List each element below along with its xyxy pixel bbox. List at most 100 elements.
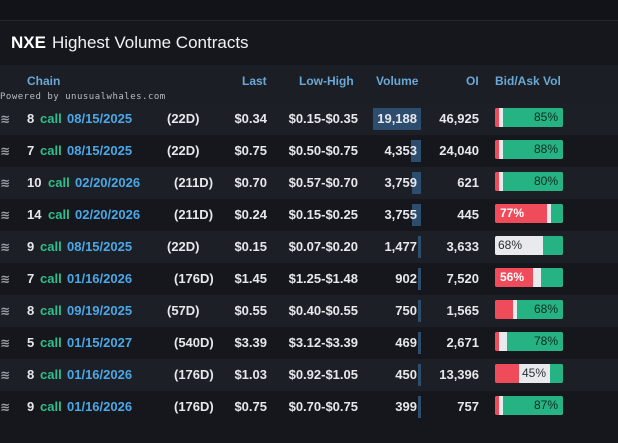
flow-wave-icon: ≋ <box>0 112 11 126</box>
bid-ask-percent: 68% <box>533 302 558 316</box>
last-price: $0.75 <box>234 143 267 158</box>
bid-ask-volume-bar: 68% <box>495 236 563 255</box>
expiry-date-link[interactable]: 02/20/2026 <box>75 175 141 190</box>
low-high-range: $0.92-$1.05 <box>288 367 358 382</box>
volume-bar <box>418 396 421 418</box>
bid-ask-percent: 80% <box>533 174 558 188</box>
bid-ask-volume-bar: 78% <box>495 332 563 351</box>
bid-segment <box>495 268 533 287</box>
table-row[interactable]: ≋ 10 call 02/20/2026 (211D) $0.70 $0.57-$0.70 3… <box>0 167 618 199</box>
column-header-low-high[interactable]: Low-High <box>299 74 354 88</box>
bid-ask-volume-bar: 80% <box>495 172 563 191</box>
expiry-date-link[interactable]: 08/15/2025 <box>67 111 133 126</box>
table-row[interactable]: ≋ 14 call 02/20/2026 (211D) $0.24 $0.15-$0.25 3… <box>0 199 618 231</box>
expiry-date-link[interactable]: 01/15/2027 <box>67 335 133 350</box>
contract-quantity: 14 <box>27 207 42 222</box>
bid-segment <box>495 364 519 383</box>
mid-segment <box>547 204 551 223</box>
top-toolbar <box>0 0 618 21</box>
table-row[interactable]: ≋ 8 call 08/15/2025 (22D) $0.34 $0.15-$0.35 19,… <box>0 103 618 135</box>
contract-quantity: 7 <box>27 271 35 286</box>
last-price: $0.55 <box>234 303 267 318</box>
flow-wave-icon: ≋ <box>0 208 11 222</box>
days-to-expiry: (176D) <box>174 367 214 382</box>
mid-segment <box>499 140 503 159</box>
bid-segment <box>495 204 547 223</box>
option-type: call <box>40 399 62 414</box>
table-row[interactable]: ≋ 7 call 01/16/2026 (176D) $1.45 $1.25-$1.48 90… <box>0 263 618 295</box>
column-header-bid-ask-vol[interactable]: Bid/Ask Vol <box>495 74 561 88</box>
table-row[interactable]: ≋ 8 call 01/16/2026 (176D) $1.03 $0.92-$1.05 45… <box>0 359 618 391</box>
mid-segment <box>495 236 543 255</box>
volume-bar <box>412 172 421 194</box>
contract-quantity: 8 <box>27 111 35 126</box>
flow-wave-icon: ≋ <box>0 336 11 350</box>
volume-cell: 3,759 <box>373 172 421 194</box>
open-interest: 3,633 <box>446 239 479 254</box>
ask-segment <box>543 236 563 255</box>
last-price: $1.45 <box>234 271 267 286</box>
flow-wave-icon: ≋ <box>0 400 11 414</box>
bid-ask-volume-bar: 56% <box>495 268 563 287</box>
mid-segment <box>499 172 503 191</box>
column-header-volume[interactable]: Volume <box>376 74 419 88</box>
table-row[interactable]: ≋ 9 call 01/16/2026 (176D) $0.75 $0.70-$0.75 39… <box>0 391 618 423</box>
volume-cell: 902 <box>373 268 421 290</box>
option-type: call <box>48 207 70 222</box>
days-to-expiry: (22D) <box>167 239 200 254</box>
column-header-chain[interactable]: Chain <box>27 74 61 88</box>
bid-ask-percent: 68% <box>498 238 523 252</box>
expiry-date-link[interactable]: 08/15/2025 <box>67 143 133 158</box>
low-high-range: $0.50-$0.75 <box>288 143 358 158</box>
volume-cell: 450 <box>373 364 421 386</box>
table-row[interactable]: ≋ 9 call 08/15/2025 (22D) $0.15 $0.07-$0.20 1,4… <box>0 231 618 263</box>
volume-bar <box>418 332 421 354</box>
days-to-expiry: (211D) <box>174 207 214 222</box>
last-price: $0.75 <box>234 399 267 414</box>
expiry-date-link[interactable]: 09/19/2025 <box>67 303 133 318</box>
bid-ask-percent: 56% <box>500 270 525 284</box>
mid-segment <box>513 300 517 319</box>
contract-quantity: 8 <box>27 303 35 318</box>
open-interest: 7,520 <box>446 271 479 286</box>
expiry-date-link[interactable]: 02/20/2026 <box>75 207 141 222</box>
bid-segment <box>495 300 513 319</box>
open-interest: 621 <box>457 175 479 190</box>
volume-value: 399 <box>395 399 417 414</box>
table-row[interactable]: ≋ 8 call 09/19/2025 (57D) $0.55 $0.40-$0.55 750… <box>0 295 618 327</box>
powered-by-watermark: Powered by unusualwhales.com <box>0 92 166 102</box>
bid-ask-percent: 85% <box>533 110 558 124</box>
expiry-date-link[interactable]: 01/16/2026 <box>67 399 133 414</box>
contract-quantity: 10 <box>27 175 42 190</box>
days-to-expiry: (176D) <box>174 271 214 286</box>
volume-value: 750 <box>395 303 417 318</box>
volume-bar <box>418 300 421 322</box>
option-type: call <box>48 175 70 190</box>
ask-segment <box>503 140 563 159</box>
last-price: $0.24 <box>234 207 267 222</box>
open-interest: 13,396 <box>439 367 479 382</box>
open-interest: 24,040 <box>439 143 479 158</box>
days-to-expiry: (540D) <box>174 335 214 350</box>
bid-segment <box>495 332 499 351</box>
low-high-range: $3.12-$3.39 <box>288 335 358 350</box>
expiry-date-link[interactable]: 01/16/2026 <box>67 367 133 382</box>
contract-quantity: 9 <box>27 399 35 414</box>
ask-segment <box>503 396 563 415</box>
open-interest: 445 <box>457 207 479 222</box>
bid-ask-volume-bar: 77% <box>495 204 563 223</box>
bid-ask-percent: 45% <box>522 366 547 380</box>
column-header-last[interactable]: Last <box>242 74 267 88</box>
table-row[interactable]: ≋ 7 call 08/15/2025 (22D) $0.75 $0.50-$0.75 4,3… <box>0 135 618 167</box>
expiry-date-link[interactable]: 08/15/2025 <box>67 239 133 254</box>
volume-value: 450 <box>395 367 417 382</box>
volume-value: 19,188 <box>377 111 417 126</box>
bid-ask-percent: 87% <box>533 398 558 412</box>
column-header-oi[interactable]: OI <box>466 74 479 88</box>
expiry-date-link[interactable]: 01/16/2026 <box>67 271 133 286</box>
table-row[interactable]: ≋ 5 call 01/15/2027 (540D) $3.39 $3.12-$3.39 46… <box>0 327 618 359</box>
contract-quantity: 5 <box>27 335 35 350</box>
bid-ask-percent: 88% <box>533 142 558 156</box>
mid-segment <box>499 396 503 415</box>
mid-segment <box>499 332 507 351</box>
